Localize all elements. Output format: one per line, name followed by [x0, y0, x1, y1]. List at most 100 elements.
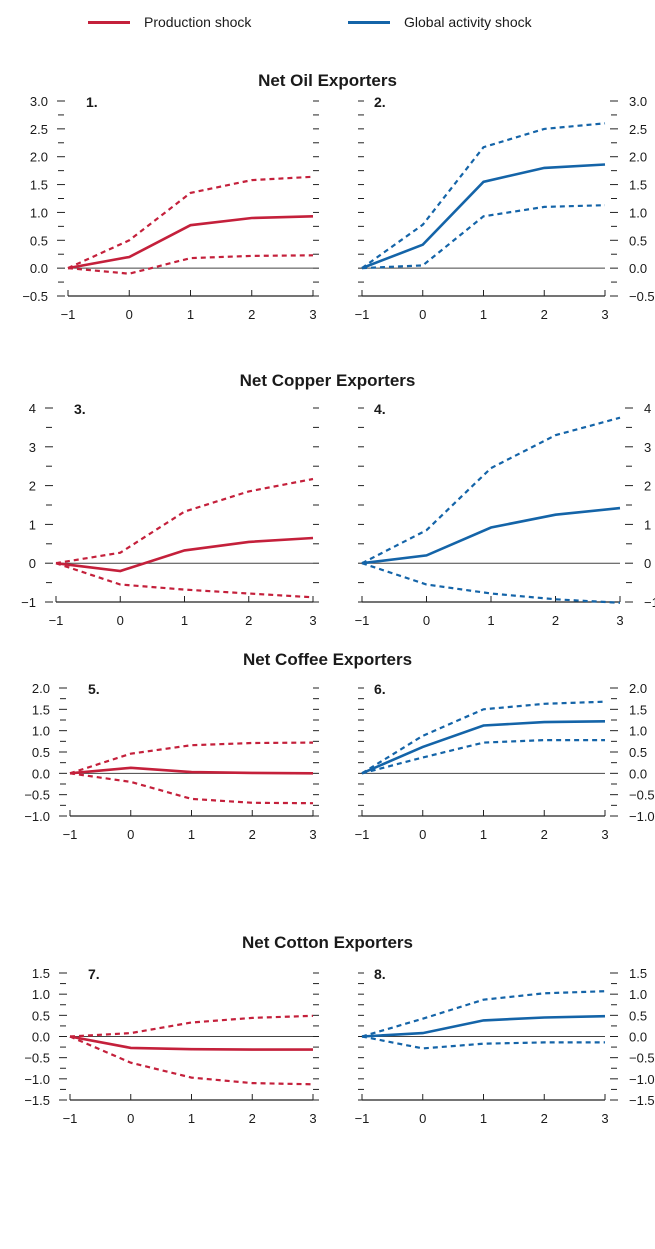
y-tick-label: −1.0: [24, 809, 50, 824]
y-tick-label: −0.5: [629, 289, 655, 304]
x-tick-label: 3: [601, 307, 608, 322]
x-tick-label: 3: [309, 827, 316, 842]
panel-2: −0.5 0.0 0.5 1.0 1.5 2.0 2.5 3.0 −1 0 1 2 3 2.: [355, 94, 655, 322]
legend-item-production: Production shock: [88, 12, 251, 32]
x-tick-label: −1: [355, 1111, 370, 1126]
series-lower-line: [361, 204, 606, 270]
panel-4: −1 0 1 2 3 4 −1 0 1 2 3 4.: [355, 401, 655, 628]
series-upper-line: [361, 122, 606, 269]
y-tick-label: −0.5: [629, 1051, 655, 1066]
y-tick-label: −1.5: [24, 1093, 50, 1108]
y-tick-label: 2.5: [629, 122, 647, 137]
y-tick-label: −1.0: [629, 1072, 655, 1087]
panel-7: −1.5 −1.0 −0.5 0.0 0.5 1.0 1.5 −1 0 1 2 3 7.: [24, 966, 319, 1126]
y-tick-label: −1.5: [629, 1093, 655, 1108]
y-tick-label: 2.0: [629, 681, 647, 696]
series-estimate-line: [69, 1035, 313, 1051]
legend-swatch-global: [348, 20, 390, 24]
panel-label: 7.: [88, 966, 100, 982]
series-lower-line: [55, 562, 314, 599]
series-estimate-line: [361, 1014, 606, 1038]
x-tick-label: −1: [61, 307, 76, 322]
x-tick-label: 1: [181, 613, 188, 628]
x-tick-label: −1: [355, 827, 370, 842]
x-tick-label: 0: [127, 1111, 134, 1126]
y-tick-label: 1.0: [32, 987, 50, 1002]
y-tick-label: 2.0: [629, 150, 647, 165]
y-tick-label: 1: [644, 517, 651, 532]
x-tick-label: 2: [245, 613, 252, 628]
group-title-copper: Net Copper Exporters: [239, 371, 416, 390]
x-tick-label: 2: [541, 827, 548, 842]
x-tick-label: 3: [309, 613, 316, 628]
x-tick-label: 3: [309, 1111, 316, 1126]
y-tick-label: 2: [644, 479, 651, 494]
y-tick-label: 0.5: [629, 745, 647, 760]
y-tick-label: 0: [644, 556, 651, 571]
series-lower-line: [67, 254, 314, 275]
x-tick-label: 3: [309, 307, 316, 322]
x-tick-label: 2: [541, 307, 548, 322]
group-title-cotton: Net Cotton Exporters: [242, 933, 413, 952]
x-tick-label: 0: [419, 827, 426, 842]
x-tick-label: 2: [249, 1111, 256, 1126]
series-upper-line: [69, 1014, 314, 1038]
panel-label: 4.: [374, 401, 386, 417]
legend-swatch-production: [88, 20, 130, 24]
x-tick-label: 2: [552, 613, 559, 628]
y-tick-label: −1: [644, 595, 655, 610]
panel-1: −0.5 0.0 0.5 1.0 1.5 2.0 2.5 3.0 −1 0 1 2 3 1.: [22, 94, 319, 322]
y-tick-label: 0.0: [629, 766, 647, 781]
x-tick-label: 0: [419, 307, 426, 322]
y-tick-label: −0.5: [22, 289, 48, 304]
series-estimate-line: [67, 215, 314, 270]
y-tick-label: 0.0: [32, 766, 50, 781]
y-tick-label: 0.5: [629, 233, 647, 248]
x-tick-label: 1: [188, 827, 195, 842]
series-lower-line: [69, 1035, 314, 1086]
panel-label: 6.: [374, 681, 386, 697]
x-tick-label: −1: [355, 613, 370, 628]
y-tick-label: −1: [21, 595, 36, 610]
x-tick-label: 1: [188, 1111, 195, 1126]
x-tick-label: 2: [248, 307, 255, 322]
y-tick-label: 0.0: [629, 261, 647, 276]
x-tick-label: 0: [127, 827, 134, 842]
panel-label: 8.: [374, 966, 386, 982]
panel-3: −1 0 1 2 3 4 −1 0 1 2 3 3.: [21, 401, 319, 628]
x-tick-label: 1: [480, 827, 487, 842]
x-tick-label: 1: [480, 1111, 487, 1126]
series-upper-line: [361, 990, 606, 1038]
x-tick-label: 1: [487, 613, 494, 628]
y-tick-label: 3.0: [30, 94, 48, 109]
x-tick-label: −1: [49, 613, 64, 628]
panel-6: −1.0 −0.5 0.0 0.5 1.0 1.5 2.0 −1 0 1 2 3 6.: [355, 681, 655, 842]
series-upper-line: [361, 700, 606, 775]
panel-label: 1.: [86, 94, 98, 110]
series-lower-line: [69, 772, 314, 805]
y-tick-label: 1.0: [32, 724, 50, 739]
y-tick-label: 0.0: [32, 1030, 50, 1045]
y-tick-label: 1.0: [629, 987, 647, 1002]
y-tick-label: 1.5: [32, 702, 50, 717]
legend-label-production: Production shock: [144, 14, 252, 30]
y-tick-label: −0.5: [24, 788, 50, 803]
y-tick-label: 1.5: [629, 178, 647, 193]
x-tick-label: 1: [480, 307, 487, 322]
y-tick-label: −1.0: [24, 1072, 50, 1087]
y-tick-label: 0.5: [629, 1008, 647, 1023]
series-estimate-line: [361, 720, 606, 775]
y-tick-label: 2.0: [30, 150, 48, 165]
y-tick-label: 4: [644, 401, 651, 416]
y-tick-label: 1.5: [32, 966, 50, 981]
series-estimate-line: [69, 766, 314, 775]
x-tick-label: −1: [63, 827, 78, 842]
panel-5: −1.0 −0.5 0.0 0.5 1.0 1.5 2.0 −1 0 1 2 3 5.: [24, 681, 319, 842]
x-tick-label: 3: [601, 1111, 608, 1126]
y-tick-label: 0: [29, 556, 36, 571]
y-tick-label: 2: [29, 479, 36, 494]
x-tick-label: −1: [355, 307, 370, 322]
x-tick-label: 2: [249, 827, 256, 842]
series-upper-line: [361, 416, 621, 565]
y-tick-label: 1.5: [629, 702, 647, 717]
